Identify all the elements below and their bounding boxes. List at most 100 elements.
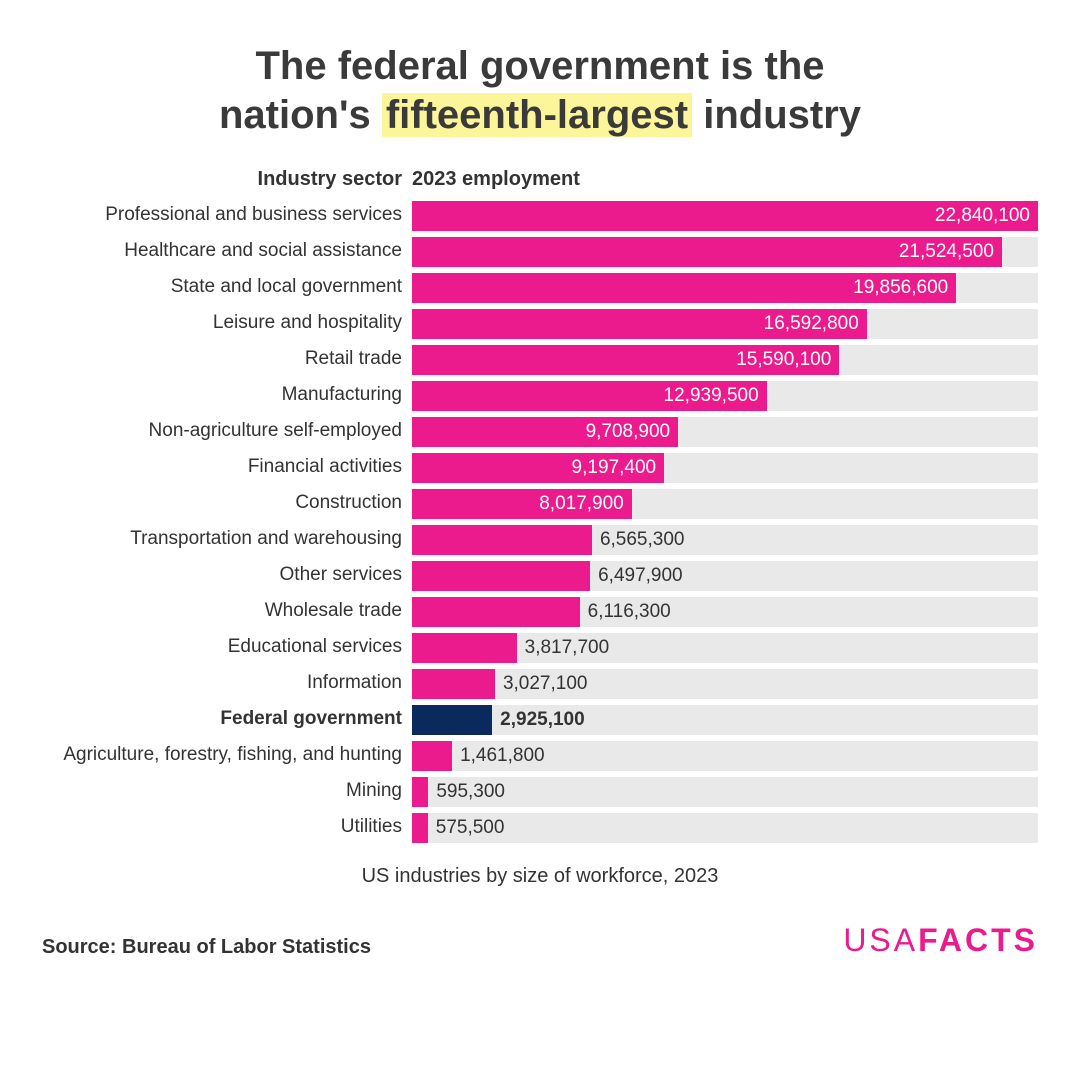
bar: 22,840,100 xyxy=(412,201,1038,231)
chart-title: The federal government is thenation's fi… xyxy=(42,42,1038,140)
bar-track: 21,524,500 xyxy=(412,237,1038,267)
value-label: 3,027,100 xyxy=(503,673,588,695)
bar-row: Educational services 3,817,700 xyxy=(42,633,1038,663)
bar: 9,197,400 xyxy=(412,453,664,483)
bar-track: 2,925,100 xyxy=(412,705,1038,735)
category-label: Information xyxy=(42,669,412,699)
bar-track: 3,027,100 xyxy=(412,669,1038,699)
bar-track: 6,565,300 xyxy=(412,525,1038,555)
bar-track: 1,461,800 xyxy=(412,741,1038,771)
value-label: 15,590,100 xyxy=(736,349,831,371)
value-label: 21,524,500 xyxy=(899,241,994,263)
bar xyxy=(412,525,592,555)
logo-bold: FACTS xyxy=(918,922,1038,958)
bar-row: Non-agriculture self-employed 9,708,900 xyxy=(42,417,1038,447)
bar xyxy=(412,813,428,843)
value-label: 22,840,100 xyxy=(935,205,1030,227)
axis-left-label: Industry sector xyxy=(42,168,412,191)
bar-row: Professional and business services 22,840… xyxy=(42,201,1038,231)
category-label: Transportation and warehousing xyxy=(42,525,412,555)
axis-right-label: 2023 employment xyxy=(412,168,1038,191)
category-label: Other services xyxy=(42,561,412,591)
source-text: Source: Bureau of Labor Statistics xyxy=(42,936,371,959)
bar: 16,592,800 xyxy=(412,309,867,339)
bar: 19,856,600 xyxy=(412,273,956,303)
value-label: 6,497,900 xyxy=(598,565,683,587)
category-label: State and local government xyxy=(42,273,412,303)
category-label: Federal government xyxy=(42,705,412,735)
bar xyxy=(412,777,428,807)
value-label: 595,300 xyxy=(436,781,505,803)
category-label: Educational services xyxy=(42,633,412,663)
bar-row: State and local government 19,856,600 xyxy=(42,273,1038,303)
value-label: 16,592,800 xyxy=(764,313,859,335)
bar-track: 16,592,800 xyxy=(412,309,1038,339)
bar-track: 8,017,900 xyxy=(412,489,1038,519)
bar xyxy=(412,597,580,627)
title-highlight: fifteenth-largest xyxy=(382,93,692,137)
value-label: 575,500 xyxy=(436,817,505,839)
value-label: 12,939,500 xyxy=(664,385,759,407)
title-post: industry xyxy=(692,93,861,137)
bar-row: Agriculture, forestry, fishing, and hunt… xyxy=(42,741,1038,771)
bar-track: 22,840,100 xyxy=(412,201,1038,231)
value-label: 3,817,700 xyxy=(525,637,610,659)
category-label: Utilities xyxy=(42,813,412,843)
usafacts-logo: USAFACTS xyxy=(843,922,1038,959)
bar-row: Financial activities 9,197,400 xyxy=(42,453,1038,483)
value-label: 1,461,800 xyxy=(460,745,545,767)
bar: 15,590,100 xyxy=(412,345,839,375)
value-label: 19,856,600 xyxy=(853,277,948,299)
bar-row: Other services 6,497,900 xyxy=(42,561,1038,591)
bar-track: 9,708,900 xyxy=(412,417,1038,447)
bar-row: Retail trade 15,590,100 xyxy=(42,345,1038,375)
category-label: Wholesale trade xyxy=(42,597,412,627)
bar-row: Utilities 575,500 xyxy=(42,813,1038,843)
bar-track: 595,300 xyxy=(412,777,1038,807)
footer: Source: Bureau of Labor Statistics USAFA… xyxy=(42,922,1038,959)
value-label: 6,116,300 xyxy=(588,601,671,623)
axis-headers: Industry sector 2023 employment xyxy=(42,168,1038,191)
bar-row: Mining 595,300 xyxy=(42,777,1038,807)
category-label: Manufacturing xyxy=(42,381,412,411)
bar xyxy=(412,705,492,735)
bar-row: Information 3,027,100 xyxy=(42,669,1038,699)
category-label: Leisure and hospitality xyxy=(42,309,412,339)
bar-row: Wholesale trade 6,116,300 xyxy=(42,597,1038,627)
category-label: Professional and business services xyxy=(42,201,412,231)
category-label: Financial activities xyxy=(42,453,412,483)
bar xyxy=(412,741,452,771)
bar-track: 19,856,600 xyxy=(412,273,1038,303)
value-label: 9,708,900 xyxy=(586,421,671,443)
bar-track: 9,197,400 xyxy=(412,453,1038,483)
category-label: Agriculture, forestry, fishing, and hunt… xyxy=(42,741,412,771)
bar-track: 575,500 xyxy=(412,813,1038,843)
bar-track: 12,939,500 xyxy=(412,381,1038,411)
category-label: Non-agriculture self-employed xyxy=(42,417,412,447)
category-label: Construction xyxy=(42,489,412,519)
bar-row: Healthcare and social assistance 21,524,5… xyxy=(42,237,1038,267)
value-label: 6,565,300 xyxy=(600,529,685,551)
bar xyxy=(412,633,517,663)
category-label: Mining xyxy=(42,777,412,807)
category-label: Retail trade xyxy=(42,345,412,375)
logo-pre: USA xyxy=(843,922,918,958)
bar-track: 6,116,300 xyxy=(412,597,1038,627)
bar-row: Manufacturing 12,939,500 xyxy=(42,381,1038,411)
bar: 21,524,500 xyxy=(412,237,1002,267)
bar-row: Federal government 2,925,100 xyxy=(42,705,1038,735)
value-label: 8,017,900 xyxy=(539,493,624,515)
category-label: Healthcare and social assistance xyxy=(42,237,412,267)
bar-track: 3,817,700 xyxy=(412,633,1038,663)
bar-row: Construction 8,017,900 xyxy=(42,489,1038,519)
bar: 8,017,900 xyxy=(412,489,632,519)
value-label: 2,925,100 xyxy=(500,709,585,731)
bar-chart: Professional and business services 22,840… xyxy=(42,201,1038,843)
bar xyxy=(412,669,495,699)
value-label: 9,197,400 xyxy=(572,457,657,479)
bar-track: 15,590,100 xyxy=(412,345,1038,375)
bar-track: 6,497,900 xyxy=(412,561,1038,591)
bar-row: Transportation and warehousing 6,565,300 xyxy=(42,525,1038,555)
bar-row: Leisure and hospitality 16,592,800 xyxy=(42,309,1038,339)
bar: 12,939,500 xyxy=(412,381,767,411)
